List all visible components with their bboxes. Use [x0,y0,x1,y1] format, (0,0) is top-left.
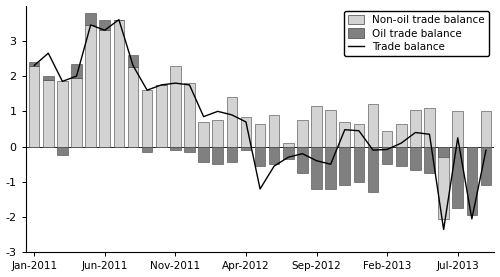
Bar [410,110,420,147]
Bar [226,147,237,163]
Bar [424,147,435,173]
Bar [452,147,463,208]
Bar [170,65,180,147]
Bar [438,147,449,219]
Bar [142,90,152,147]
Bar [396,147,406,166]
Bar [312,106,322,147]
Bar [368,147,378,193]
Bar [57,81,68,147]
Bar [297,147,308,173]
Bar [424,108,435,147]
Bar [255,147,266,166]
Bar [240,117,252,147]
Bar [269,115,280,147]
Bar [283,147,294,159]
Bar [283,143,294,147]
Bar [43,76,54,79]
Bar [480,111,492,147]
Bar [340,122,350,147]
Bar [312,147,322,189]
Bar [170,147,180,150]
Bar [452,111,463,147]
Bar [29,65,40,147]
Bar [297,120,308,147]
Bar [255,124,266,147]
Bar [368,104,378,147]
Bar [382,131,392,147]
Bar [156,85,166,147]
Bar [100,20,110,30]
Bar [86,25,96,147]
Bar [142,147,152,152]
Bar [269,147,280,164]
Bar [198,122,209,147]
Legend: Non-oil trade balance, Oil trade balance, Trade balance: Non-oil trade balance, Oil trade balance… [344,11,489,56]
Bar [86,13,96,25]
Bar [382,147,392,164]
Bar [212,120,223,147]
Bar [184,83,195,147]
Bar [128,55,138,67]
Bar [354,147,364,182]
Bar [480,147,492,185]
Bar [326,110,336,147]
Bar [29,62,40,65]
Bar [396,124,406,147]
Bar [438,147,449,157]
Bar [354,124,364,147]
Bar [128,67,138,147]
Bar [198,147,209,163]
Bar [114,20,124,147]
Bar [226,97,237,147]
Bar [340,147,350,185]
Bar [212,147,223,164]
Bar [326,147,336,189]
Bar [43,79,54,147]
Bar [184,147,195,152]
Bar [410,147,420,170]
Bar [71,64,82,78]
Bar [466,147,477,148]
Bar [100,30,110,147]
Bar [57,147,68,155]
Bar [466,147,477,216]
Bar [240,147,252,150]
Bar [71,78,82,147]
